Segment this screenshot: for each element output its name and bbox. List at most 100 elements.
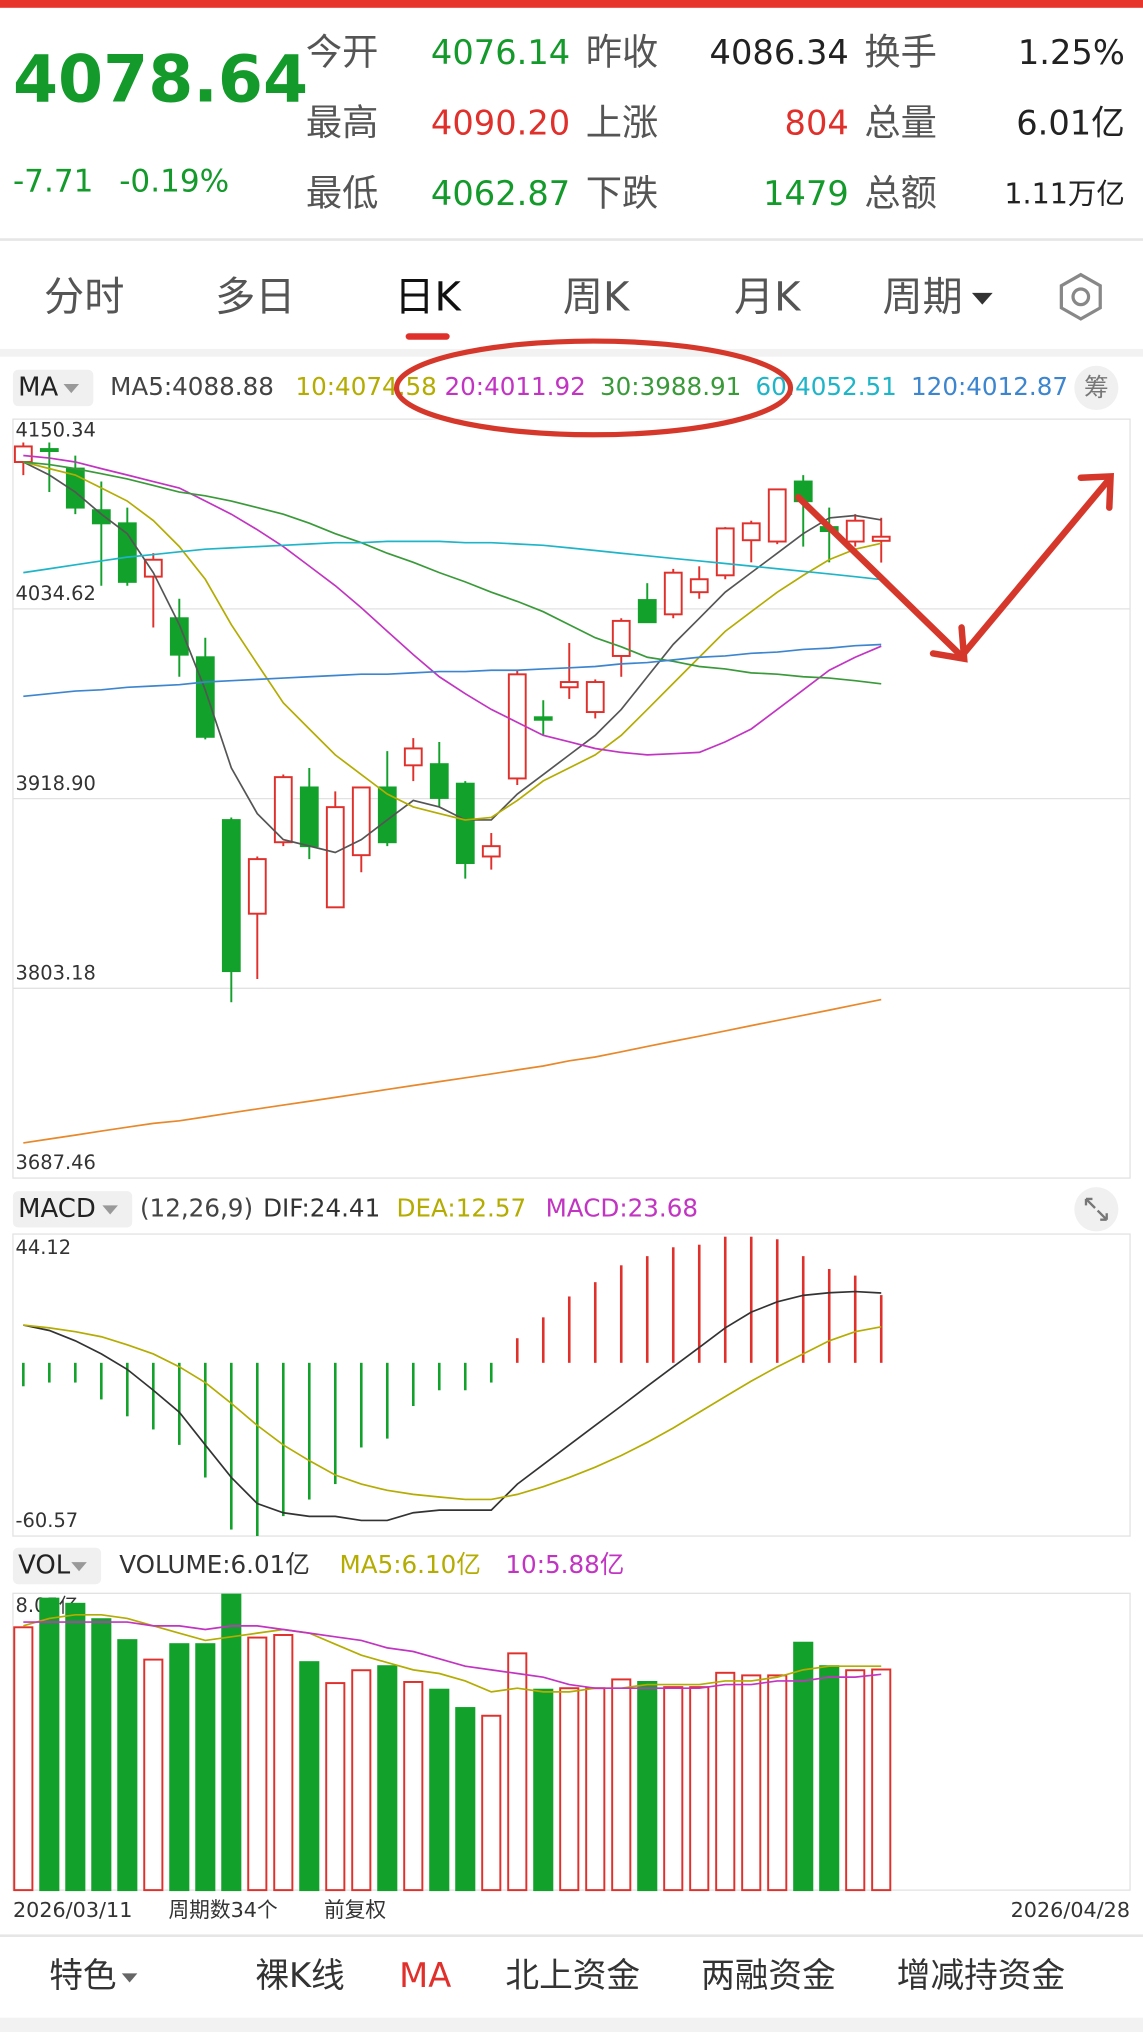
top-bar [0,0,1143,8]
bottom-tab[interactable]: 特色 [49,1956,116,1995]
volume-bar [611,1678,632,1892]
y-tick-label: 4034.62 [16,582,96,605]
indicator-name[interactable]: MACD [18,1194,96,1224]
volume-bar [65,1602,86,1892]
macd-bar [256,1362,259,1537]
candle-body [429,763,449,799]
candle-body [611,619,631,657]
bottom-tab[interactable]: 两融资金 [701,1956,836,1995]
legend-item: 10:4074.58 [295,372,436,401]
axis-note: 前复权 [324,1898,386,1922]
candle-body [403,747,423,767]
quote-value: 4062.87 [431,174,570,213]
quote-label: 最高 [306,101,379,144]
expand-button[interactable] [1074,1187,1119,1232]
settings-icon[interactable] [1059,272,1102,321]
macd-bar [801,1256,805,1363]
candle-body [507,673,527,780]
macd-bar [437,1362,441,1391]
volume-bar [325,1682,346,1892]
legend-item: 120:4012.87 [911,372,1068,401]
tab[interactable]: 多日 [215,274,295,320]
ma-line [22,461,882,854]
volume-bar [715,1671,736,1892]
annotation-arrow [795,473,1114,663]
macd-bar [593,1282,597,1363]
indicator-name[interactable]: MA [18,372,58,402]
indicator-selector[interactable] [12,369,94,407]
quote-label: 最低 [306,171,379,214]
quote-value: 1479 [763,174,849,213]
tab[interactable]: 月K [734,274,802,320]
quote-label: 总量 [864,101,937,144]
chip-button[interactable] [1074,365,1119,411]
volume-bar [741,1674,762,1892]
volume-bar [143,1658,164,1892]
macd-bar [827,1269,831,1363]
candle-body [195,656,215,738]
tab[interactable]: 分时 [44,274,124,320]
candle-body [689,578,709,594]
candle-body [871,535,891,542]
volume-bar [559,1687,580,1892]
volume-bar [845,1669,866,1892]
legend-item: MA5:6.10亿 [340,1550,481,1579]
volume-bar [507,1652,528,1892]
macd-bar [411,1362,415,1407]
ma-line [23,540,882,581]
macd-bar [281,1362,285,1517]
macd-bar [22,1362,25,1387]
indicator-params: (12,26,9) [140,1193,253,1222]
indicator-name[interactable]: VOL [18,1550,71,1580]
volume-bar [169,1643,190,1892]
candle-body [481,845,501,858]
y-tick-label: -60.57 [16,1509,79,1532]
volume-bar [195,1643,216,1892]
dropdown-arrow [971,292,993,305]
tab[interactable]: 周期 [883,274,963,320]
expand-glyph [1084,1197,1108,1221]
chip-button-label[interactable]: 筹 [1084,373,1109,402]
tab[interactable]: 周K [563,274,631,320]
ma-line [23,461,882,821]
arrow-head [1077,473,1114,511]
y-tick-label: 4150.34 [16,418,96,441]
macd-bar [126,1362,129,1417]
volume-bar [455,1707,476,1892]
candle-body [39,448,59,452]
volume-bar [91,1618,112,1892]
volume-bar [819,1665,840,1892]
candle-body [715,527,735,577]
ma-line [23,461,882,685]
tab[interactable]: 日K [394,274,462,320]
volume-bar [871,1668,892,1892]
expand-icon[interactable] [1074,1187,1119,1232]
legend-item: DIF:24.41 [263,1193,380,1222]
volume-bar [585,1687,606,1892]
macd-bar [178,1362,181,1445]
bottom-tab[interactable]: 裸K线 [255,1956,344,1995]
macd-line [23,1290,882,1522]
y-tick-label: 3803.18 [16,961,96,984]
candle-body [299,786,319,848]
volume-bar [689,1686,710,1892]
macd-line [23,1324,882,1501]
indicator-selector[interactable] [12,1191,133,1228]
y-tick-label: 44.12 [16,1236,72,1259]
volume-bar [767,1674,788,1892]
quote-value: 4076.14 [431,33,570,72]
ma-line [23,454,882,756]
bottom-tab[interactable]: 增减持资金 [897,1956,1065,1995]
candle-body [845,519,865,543]
indicator-selector[interactable] [12,1547,102,1585]
macd-bar [671,1247,675,1363]
volume-bar [377,1665,398,1892]
legend-item: MACD:23.68 [546,1193,698,1222]
bottom-tab[interactable]: MA [399,1956,451,1995]
volume-bar [273,1634,294,1892]
candle-body [273,776,293,844]
bottom-tab[interactable]: 北上资金 [505,1956,640,1995]
macd-bar [723,1236,727,1363]
candle-body [247,858,267,915]
